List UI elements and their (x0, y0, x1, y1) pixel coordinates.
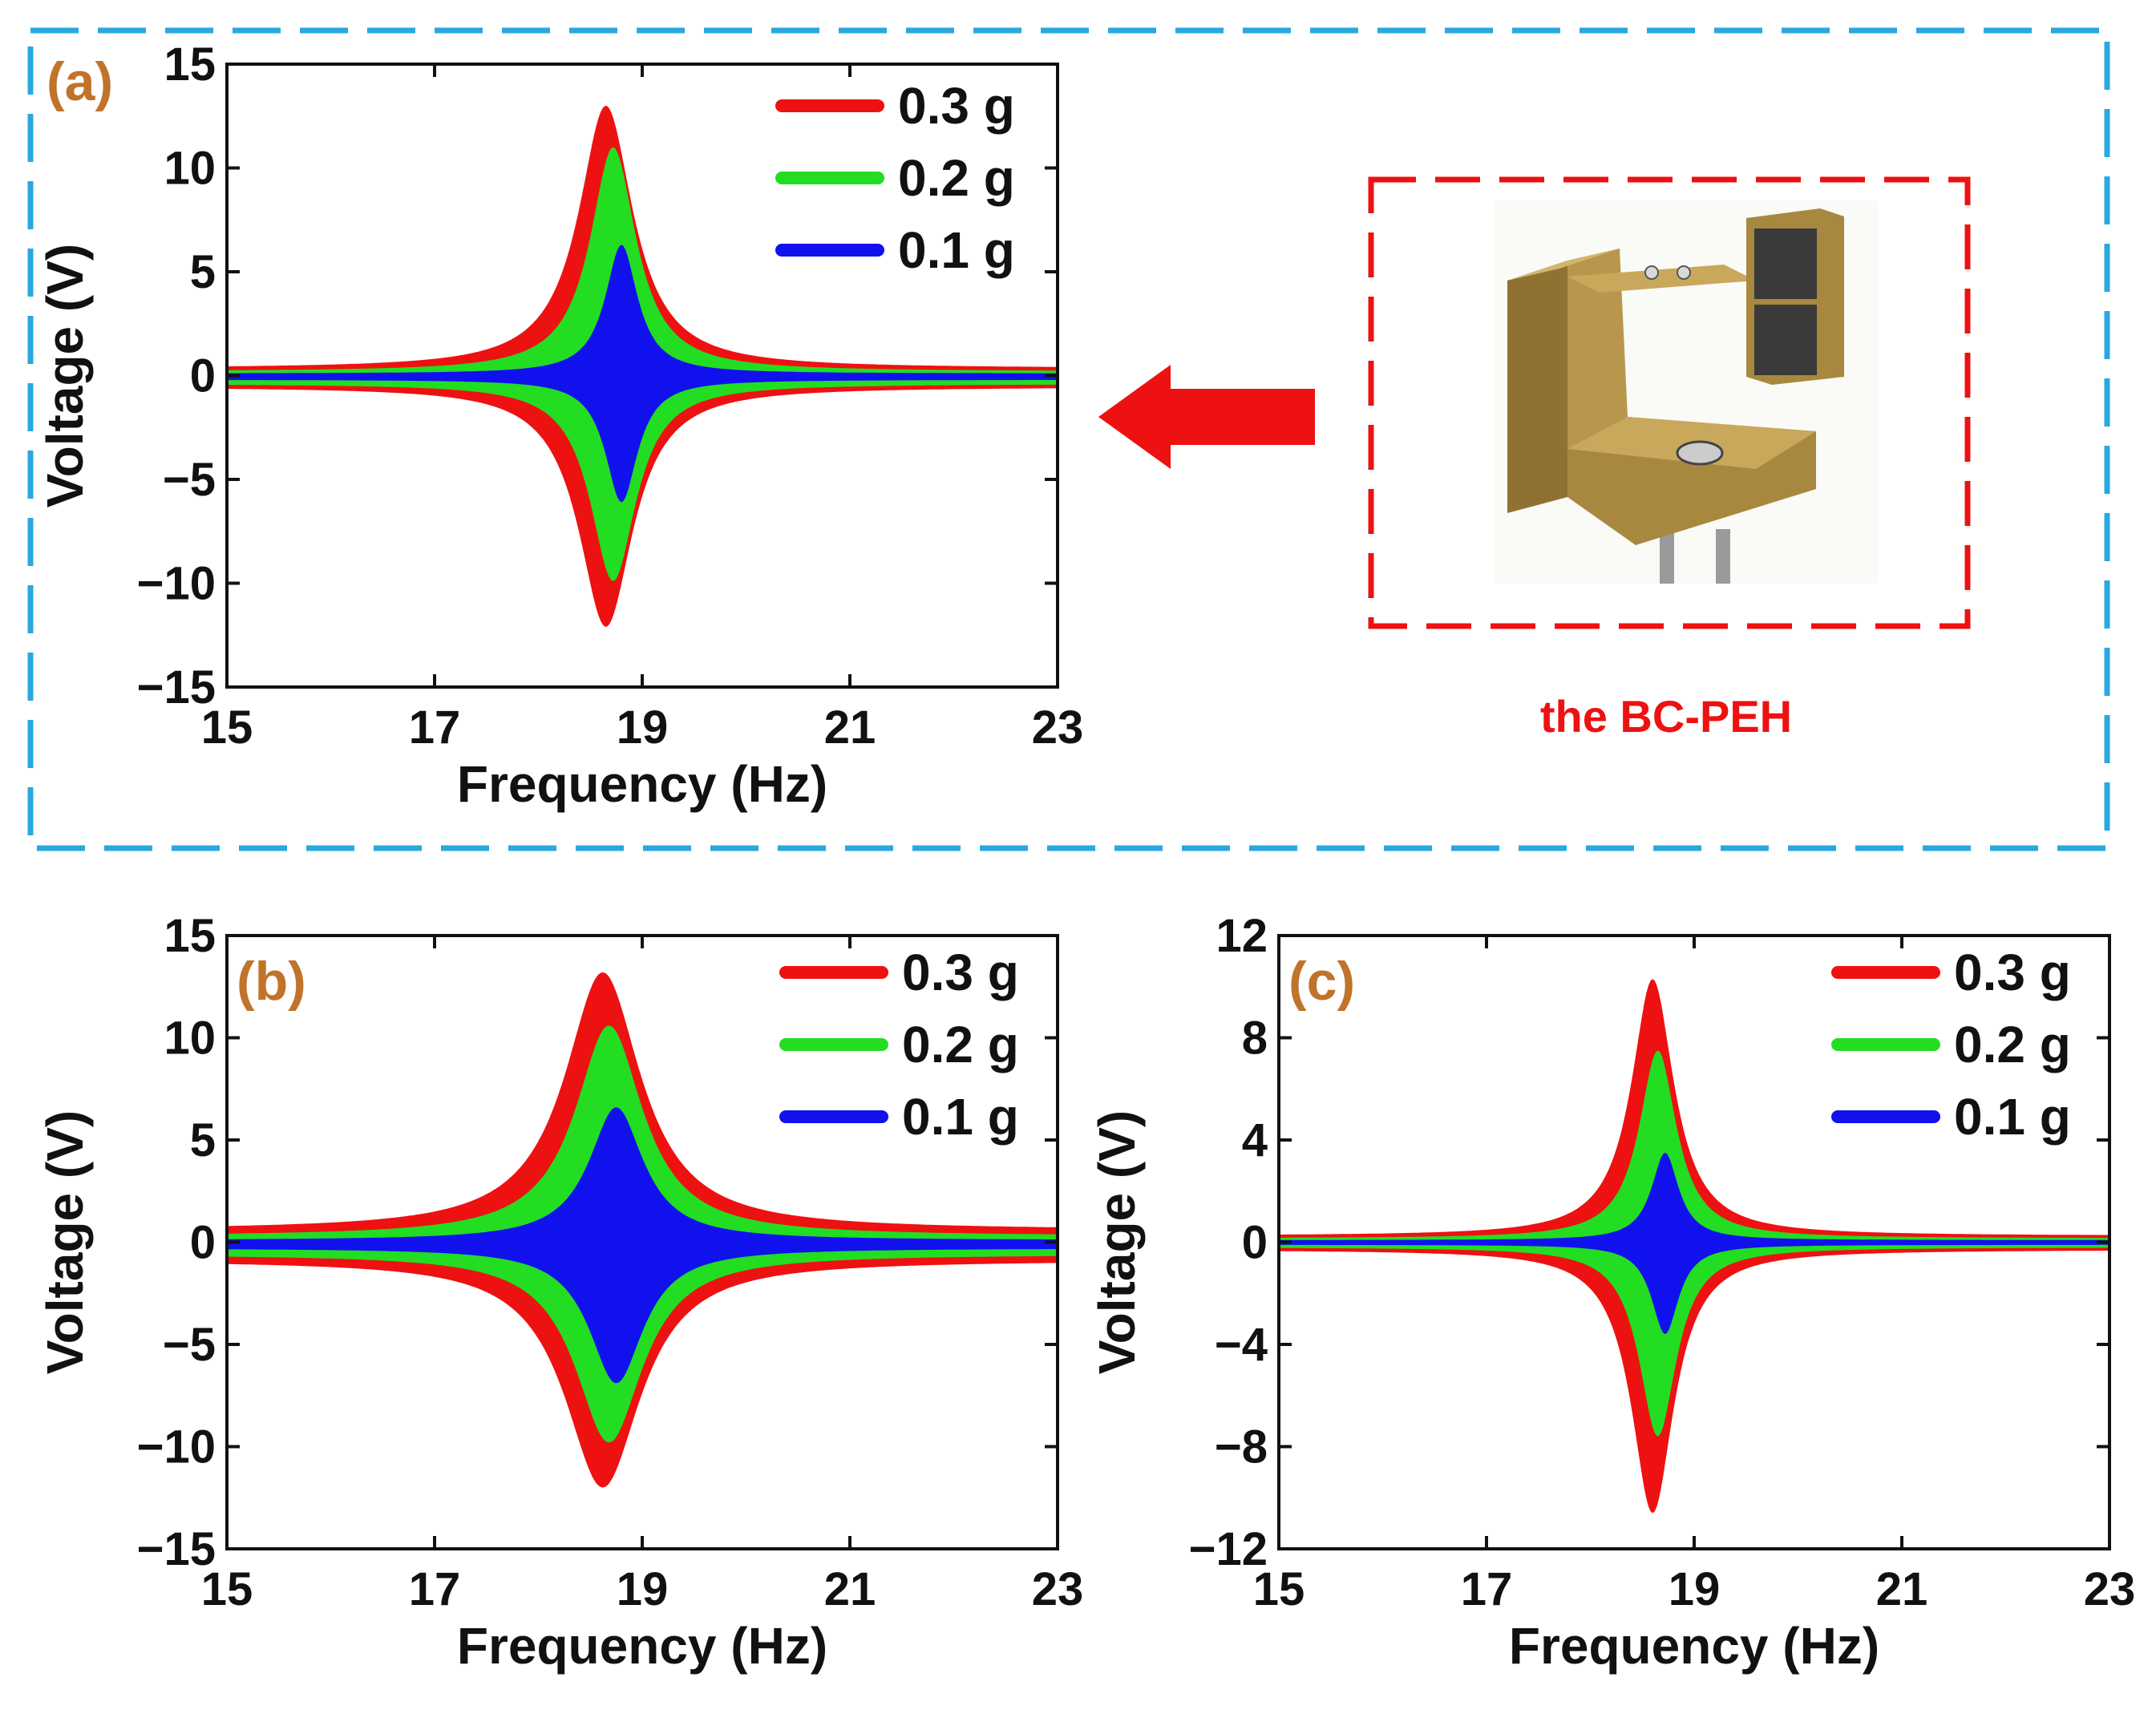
photo-base-magnet (1676, 440, 1724, 466)
x-tick-label: 15 (201, 1563, 253, 1615)
x-tick-label: 15 (1253, 1563, 1305, 1615)
x-tick-label: 19 (617, 1563, 669, 1615)
x-tick-label: 17 (409, 1563, 461, 1615)
y-tick-label: 5 (190, 246, 216, 298)
panel-label: (a) (47, 51, 113, 112)
panel-label: (c) (1288, 951, 1355, 1012)
y-tick-label: 10 (164, 1013, 216, 1065)
x-axis-title: Frequency (Hz) (1509, 1617, 1879, 1675)
x-tick-label: 17 (1461, 1563, 1513, 1615)
chart-panel-a: 15 17 19 21 23 15 10 5 0 −5 −10 −15 Frequency (Hz) Vo… (36, 38, 1083, 813)
y-tick-label: 5 (190, 1114, 216, 1166)
y-tick-label: −8 (1215, 1421, 1268, 1473)
x-tick-label: 19 (617, 701, 669, 754)
y-tick-label: −4 (1215, 1319, 1268, 1371)
legend-label: 0.1 g (1954, 1088, 2071, 1146)
chart-panel-c: 15 17 19 21 23 12 8 4 0 −4 −8 −12 Frequency (Hz) Volt… (1088, 910, 2135, 1675)
photo-leg (1716, 529, 1730, 584)
device-photo (1494, 200, 1879, 584)
y-tick-label: −10 (137, 1421, 216, 1473)
x-axis-title: Frequency (Hz) (457, 755, 827, 813)
x-tick-label: 23 (1032, 1563, 1084, 1615)
x-tick-label: 21 (824, 701, 876, 754)
photo-wall-front (1567, 249, 1628, 449)
y-tick-label: −5 (163, 454, 216, 506)
legend-label: 0.2 g (1954, 1016, 2071, 1073)
y-axis-title: Voltage (V) (36, 244, 94, 508)
y-tick-label: 15 (164, 910, 216, 962)
y-tick-label: 10 (164, 143, 216, 195)
red-arrow-icon (1098, 365, 1315, 469)
legend-label: 0.2 g (898, 149, 1015, 207)
x-axis-title: Frequency (Hz) (457, 1617, 827, 1675)
x-tick-label: 19 (1669, 1563, 1721, 1615)
legend-label: 0.3 g (898, 77, 1015, 135)
series-area-0.1g (227, 245, 1058, 503)
y-tick-label: −15 (137, 661, 216, 713)
photo-wall-side (1507, 261, 1567, 513)
y-tick-label: 0 (190, 1217, 216, 1269)
x-tick-label: 21 (1876, 1563, 1928, 1615)
y-tick-label: 8 (1242, 1013, 1268, 1065)
photo-beam (1567, 265, 1756, 293)
legend-label: 0.3 g (1954, 944, 2071, 1001)
y-tick-label: 12 (1216, 910, 1268, 962)
y-tick-label: −15 (137, 1523, 216, 1575)
y-tick-label: 0 (1242, 1217, 1268, 1269)
y-tick-label: 4 (1242, 1114, 1268, 1166)
chart-panel-b: 15 17 19 21 23 15 10 5 0 −5 −10 −15 Frequency (Hz) Vo… (36, 910, 1083, 1675)
y-axis-title: Voltage (V) (1088, 1110, 1146, 1375)
photo-magnet (1754, 305, 1817, 375)
series-area-0.1g (1279, 1152, 2109, 1335)
x-tick-label: 17 (409, 701, 461, 754)
legend-label: 0.1 g (898, 221, 1015, 279)
y-tick-label: −5 (163, 1319, 216, 1371)
y-tick-label: 15 (164, 38, 216, 91)
legend-label: 0.3 g (902, 944, 1019, 1001)
photo-leg (1660, 529, 1674, 584)
legend-label: 0.2 g (902, 1016, 1019, 1073)
photo-frame (1368, 176, 1971, 629)
photo-screw (1677, 265, 1691, 280)
y-tick-label: −12 (1189, 1523, 1268, 1575)
y-axis-title: Voltage (V) (36, 1110, 94, 1375)
x-tick-label: 21 (824, 1563, 876, 1615)
photo-caption: the BC-PEH (1540, 691, 1792, 742)
photo-wall-top (1507, 249, 1620, 281)
x-tick-label: 23 (2084, 1563, 2136, 1615)
panel-a-frame (27, 27, 2110, 851)
x-tick-label: 23 (1032, 701, 1084, 754)
panel-label: (b) (237, 951, 306, 1012)
device-photo-group: the BC-PEH (1098, 176, 1971, 742)
legend-label: 0.1 g (902, 1088, 1019, 1146)
series-area-0.1g (227, 1107, 1058, 1384)
photo-magnet (1754, 228, 1817, 299)
y-tick-label: −10 (137, 558, 216, 610)
photo-screw (1644, 265, 1659, 280)
x-tick-label: 15 (201, 701, 253, 754)
y-tick-label: 0 (190, 350, 216, 402)
